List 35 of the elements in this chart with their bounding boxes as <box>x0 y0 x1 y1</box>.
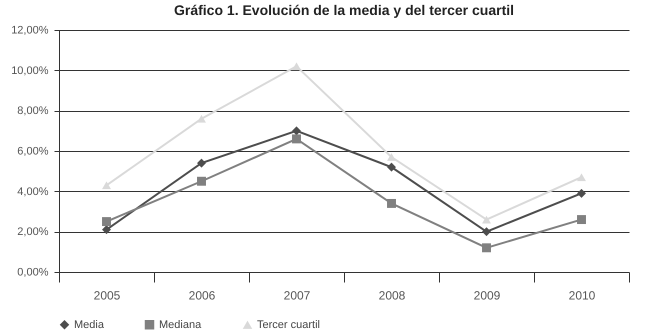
x-tick-label: 2006 <box>188 288 216 302</box>
legend-label: Mediana <box>159 318 202 331</box>
y-tick-label: 4,00% <box>17 186 49 198</box>
x-tick-label: 2008 <box>378 288 406 302</box>
x-tick-label: 2007 <box>284 288 311 302</box>
y-tick-label: 8,00% <box>17 105 49 118</box>
point <box>482 216 491 224</box>
point <box>197 158 206 168</box>
point <box>387 198 396 208</box>
point <box>292 62 301 70</box>
point <box>387 153 396 161</box>
point <box>482 243 491 252</box>
point <box>102 217 111 226</box>
y-tick-label: 12,00% <box>11 24 49 36</box>
y-tick-label: 10,00% <box>11 64 49 77</box>
point <box>482 227 491 236</box>
point <box>577 173 586 182</box>
point <box>577 188 586 198</box>
point <box>197 114 206 123</box>
y-tick-label: 0,00% <box>17 266 49 278</box>
point <box>197 176 206 186</box>
point <box>577 215 586 224</box>
legend-label: Media <box>74 318 105 331</box>
y-tick-label: 6,00% <box>17 146 49 158</box>
y-tick-label: 2,00% <box>17 226 49 238</box>
x-tick-label: 2009 <box>474 288 501 302</box>
chart-title: Gráfico 1. Evolución de la media y del tercer cuartil <box>174 2 514 18</box>
point <box>102 225 111 234</box>
legend-label: Tercer cuartil <box>257 318 320 331</box>
point <box>387 162 396 172</box>
point <box>292 126 301 136</box>
point <box>102 181 111 190</box>
point <box>292 134 301 144</box>
x-tick-label: 2010 <box>568 288 596 302</box>
x-tick-label: 2005 <box>94 288 121 302</box>
